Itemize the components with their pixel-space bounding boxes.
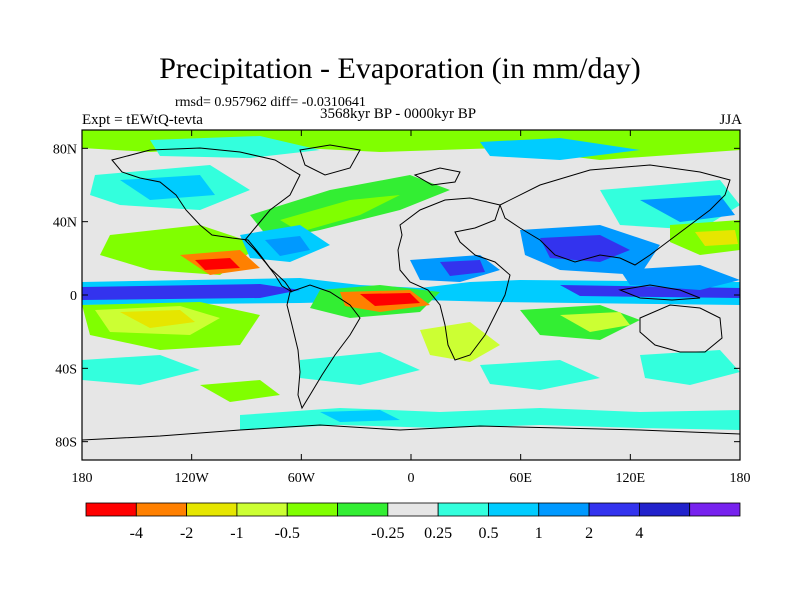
colorbar-swatch xyxy=(588,502,640,517)
lon-tick-label: 180 xyxy=(730,471,751,486)
colorbar-swatch xyxy=(638,502,691,517)
lat-tick-label: 80S xyxy=(55,436,77,451)
colorbar-label: -2 xyxy=(180,525,193,542)
lon-tick-label: 120E xyxy=(616,471,646,486)
colorbar-label: 4 xyxy=(635,525,643,542)
lat-tick-label: 0 xyxy=(70,289,77,304)
lon-tick-label: 120W xyxy=(175,471,210,486)
colorbar-label: -0.5 xyxy=(275,525,300,542)
colorbar-swatch xyxy=(186,502,238,517)
lat-tick-label: 40S xyxy=(55,362,77,377)
lat-tick-label: 80N xyxy=(53,142,77,157)
lon-tick-label: 180 xyxy=(72,471,93,486)
colorbar: -4 -2 -1 -0.5 -0.25 0.25 0.5 1 2 4 xyxy=(85,502,741,542)
experiment-label: Expt = tEWtQ-tevta xyxy=(82,112,203,128)
colorbar-swatch xyxy=(337,502,389,517)
coastlines xyxy=(82,144,740,441)
colorbar-label: 2 xyxy=(585,525,593,542)
stats-text: rmsd= 0.957962 diff= -0.0310641 xyxy=(175,95,366,110)
colorbar-label: -1 xyxy=(230,525,243,542)
colorbar-label: 1 xyxy=(535,525,543,542)
precip-evap-field xyxy=(82,130,740,460)
colorbar-swatch xyxy=(236,502,288,517)
map-title: Precipitation - Evaporation (in mm/day) xyxy=(159,52,641,85)
axis-ticks: 80N 40N 0 40S 80S 180 120W 60W 0 60E 120E 180 xyxy=(53,130,751,486)
colorbar-label: -0.25 xyxy=(371,525,404,542)
colorbar-swatch xyxy=(437,502,489,517)
period-label: 3568kyr BP - 0000kyr BP xyxy=(320,106,477,122)
lon-tick-label: 60W xyxy=(288,471,316,486)
colorbar-swatch xyxy=(689,502,741,517)
colorbar-swatch xyxy=(387,502,439,517)
colorbar-label: 0.25 xyxy=(424,525,452,542)
colorbar-swatch xyxy=(135,502,188,517)
colorbar-swatch xyxy=(85,502,137,517)
colorbar-swatch xyxy=(538,502,590,517)
season-label: JJA xyxy=(719,112,742,128)
lon-tick-label: 60E xyxy=(509,471,532,486)
colorbar-label: -4 xyxy=(130,525,143,542)
colorbar-swatch xyxy=(488,502,540,517)
lat-tick-label: 40N xyxy=(53,216,77,231)
colorbar-label: 0.5 xyxy=(478,525,498,542)
lon-tick-label: 0 xyxy=(408,471,415,486)
colorbar-swatch xyxy=(286,502,338,517)
